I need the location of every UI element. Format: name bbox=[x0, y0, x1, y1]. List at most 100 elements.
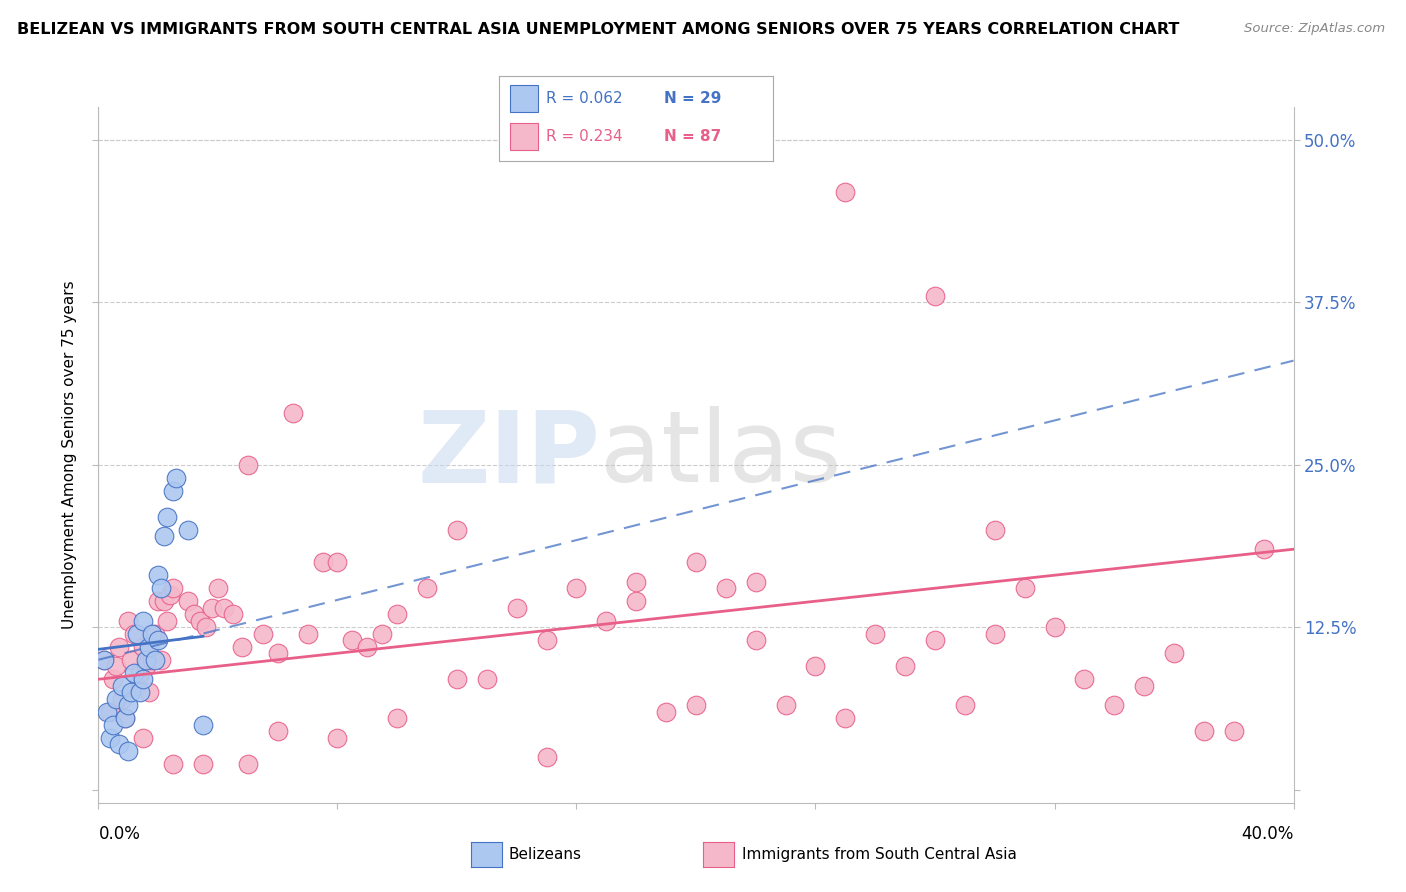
Point bbox=[536, 633, 558, 648]
Point bbox=[177, 523, 200, 537]
Point bbox=[96, 705, 118, 719]
Point bbox=[156, 509, 179, 524]
Point bbox=[1253, 542, 1275, 557]
Point bbox=[103, 672, 125, 686]
Point bbox=[834, 185, 856, 199]
Text: N = 87: N = 87 bbox=[664, 129, 721, 145]
Point bbox=[153, 529, 176, 543]
Point bbox=[162, 756, 184, 771]
Point bbox=[371, 626, 394, 640]
Point bbox=[93, 653, 115, 667]
Point bbox=[141, 653, 163, 667]
Point bbox=[117, 698, 139, 713]
Point bbox=[138, 640, 160, 654]
Bar bbox=[510, 85, 537, 112]
Point bbox=[148, 633, 170, 648]
Point bbox=[127, 679, 149, 693]
Point bbox=[894, 659, 917, 673]
Point bbox=[231, 640, 253, 654]
Point bbox=[108, 737, 131, 751]
Point bbox=[924, 288, 946, 302]
Point bbox=[129, 665, 152, 680]
Point bbox=[745, 633, 768, 648]
Point bbox=[685, 555, 707, 569]
Text: 40.0%: 40.0% bbox=[1241, 825, 1294, 843]
Point bbox=[865, 626, 887, 640]
Point bbox=[924, 633, 946, 648]
Point bbox=[135, 659, 157, 673]
Point bbox=[311, 555, 333, 569]
Point bbox=[108, 640, 131, 654]
Point bbox=[222, 607, 245, 622]
Point bbox=[385, 607, 409, 622]
Point bbox=[953, 698, 976, 713]
Point bbox=[984, 523, 1007, 537]
Point bbox=[132, 614, 155, 628]
Point bbox=[252, 626, 274, 640]
Point bbox=[93, 653, 115, 667]
Point bbox=[103, 718, 125, 732]
Point bbox=[148, 568, 170, 582]
Point bbox=[120, 685, 142, 699]
Point bbox=[984, 626, 1007, 640]
Point bbox=[143, 626, 166, 640]
Point bbox=[326, 555, 349, 569]
Point bbox=[159, 588, 181, 602]
Point bbox=[475, 672, 498, 686]
Point bbox=[138, 685, 160, 699]
Point bbox=[183, 607, 205, 622]
Point bbox=[132, 640, 155, 654]
Point bbox=[100, 705, 122, 719]
Point bbox=[132, 672, 155, 686]
Point bbox=[626, 594, 648, 608]
Point bbox=[834, 711, 856, 725]
Point bbox=[127, 626, 149, 640]
Point bbox=[117, 614, 139, 628]
Text: Source: ZipAtlas.com: Source: ZipAtlas.com bbox=[1244, 22, 1385, 36]
Point bbox=[201, 600, 224, 615]
Point bbox=[207, 581, 229, 595]
Point bbox=[132, 731, 155, 745]
Point bbox=[114, 711, 136, 725]
Point bbox=[129, 685, 152, 699]
Point bbox=[105, 691, 128, 706]
Point bbox=[1133, 679, 1156, 693]
Point bbox=[342, 633, 364, 648]
Point bbox=[536, 750, 558, 764]
Point bbox=[1223, 724, 1246, 739]
Point bbox=[626, 574, 648, 589]
Point bbox=[236, 458, 259, 472]
Point bbox=[162, 483, 184, 498]
Point bbox=[177, 594, 200, 608]
Point bbox=[267, 724, 290, 739]
Point bbox=[195, 620, 218, 634]
Point bbox=[124, 665, 146, 680]
Point bbox=[150, 581, 173, 595]
Text: ZIP: ZIP bbox=[418, 407, 600, 503]
Point bbox=[1104, 698, 1126, 713]
Point bbox=[267, 646, 290, 660]
Bar bbox=[510, 123, 537, 151]
Point bbox=[120, 653, 142, 667]
Point bbox=[150, 653, 173, 667]
Text: R = 0.234: R = 0.234 bbox=[546, 129, 623, 145]
Point bbox=[356, 640, 378, 654]
Point bbox=[804, 659, 827, 673]
Point bbox=[446, 672, 468, 686]
Text: BELIZEAN VS IMMIGRANTS FROM SOUTH CENTRAL ASIA UNEMPLOYMENT AMONG SENIORS OVER 7: BELIZEAN VS IMMIGRANTS FROM SOUTH CENTRA… bbox=[17, 22, 1180, 37]
Point bbox=[385, 711, 409, 725]
Point bbox=[1163, 646, 1185, 660]
Point bbox=[148, 594, 170, 608]
Text: 0.0%: 0.0% bbox=[98, 825, 141, 843]
Point bbox=[105, 659, 128, 673]
Point bbox=[506, 600, 529, 615]
Point bbox=[135, 653, 157, 667]
Point bbox=[114, 711, 136, 725]
Point bbox=[191, 756, 214, 771]
Point bbox=[775, 698, 797, 713]
Point bbox=[297, 626, 319, 640]
Point bbox=[188, 614, 211, 628]
Point bbox=[117, 744, 139, 758]
Point bbox=[1192, 724, 1215, 739]
Point bbox=[143, 653, 166, 667]
